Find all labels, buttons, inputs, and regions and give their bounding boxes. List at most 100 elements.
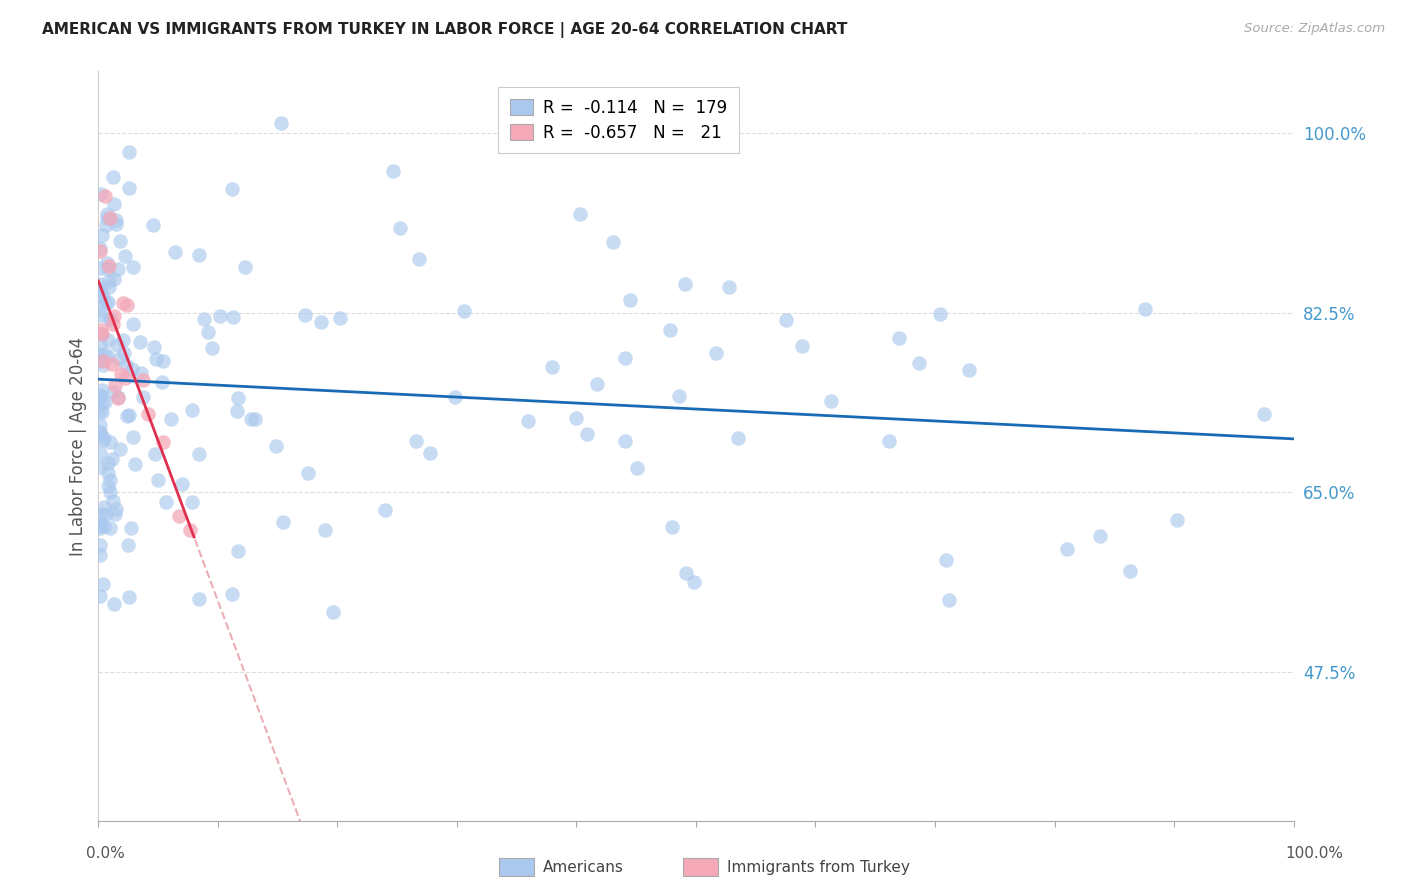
Point — [517, 414, 540, 428]
Point — [775, 313, 797, 327]
Point — [97, 479, 120, 493]
Point — [89, 302, 111, 317]
Point — [90, 187, 112, 202]
Point — [96, 211, 118, 226]
Point — [103, 494, 125, 508]
Legend: R =  -0.114   N =  179, R =  -0.657   N =   21: R = -0.114 N = 179, R = -0.657 N = 21 — [498, 87, 738, 153]
Point — [294, 308, 316, 322]
Point — [118, 180, 141, 194]
Point — [103, 197, 125, 211]
Point — [124, 457, 146, 471]
Point — [98, 435, 121, 450]
Point — [89, 425, 111, 439]
Point — [100, 312, 122, 326]
Point — [146, 473, 169, 487]
Point — [114, 248, 136, 262]
Point — [329, 311, 352, 326]
Point — [585, 376, 607, 391]
Point — [142, 340, 165, 354]
Point — [97, 466, 120, 480]
Point — [91, 227, 114, 242]
Point — [613, 351, 636, 365]
Point — [221, 310, 243, 324]
Point — [221, 182, 243, 196]
Point — [89, 425, 111, 440]
Point — [264, 439, 287, 453]
Point — [91, 577, 114, 591]
Point — [167, 508, 190, 523]
Point — [907, 356, 929, 370]
Point — [89, 518, 111, 533]
Point — [103, 598, 125, 612]
Point — [405, 434, 427, 449]
Point — [152, 434, 174, 449]
Point — [96, 207, 118, 221]
Text: AMERICAN VS IMMIGRANTS FROM TURKEY IN LABOR FORCE | AGE 20-64 CORRELATION CHART: AMERICAN VS IMMIGRANTS FROM TURKEY IN LA… — [42, 22, 848, 38]
Point — [132, 373, 155, 387]
Point — [89, 241, 111, 255]
Point — [568, 206, 591, 220]
Point — [201, 341, 224, 355]
Point — [93, 347, 115, 361]
Point — [111, 295, 134, 310]
Point — [145, 352, 167, 367]
Point — [101, 318, 124, 332]
Point — [94, 507, 117, 521]
Point — [97, 295, 120, 310]
Point — [94, 219, 117, 233]
Point — [96, 256, 118, 270]
Point — [1088, 529, 1111, 543]
Point — [887, 331, 910, 345]
Point — [117, 409, 139, 423]
Point — [89, 516, 111, 530]
Point — [91, 405, 114, 419]
Point — [104, 218, 127, 232]
Point — [93, 500, 115, 514]
Point — [877, 434, 900, 449]
Point — [225, 404, 247, 418]
Point — [132, 390, 155, 404]
Point — [1133, 302, 1156, 317]
Point — [226, 392, 249, 406]
Point — [112, 333, 135, 347]
Point — [122, 317, 145, 331]
Point — [91, 507, 114, 521]
Point — [271, 515, 294, 529]
Point — [89, 446, 111, 460]
Text: 0.0%: 0.0% — [86, 846, 125, 861]
Point — [675, 566, 697, 581]
Point — [935, 552, 957, 566]
Point — [97, 262, 120, 277]
Point — [381, 164, 404, 178]
Point — [98, 485, 121, 500]
Text: 100.0%: 100.0% — [1285, 846, 1344, 861]
Point — [91, 433, 114, 447]
Point — [108, 442, 131, 456]
Point — [90, 282, 112, 296]
Point — [89, 548, 111, 562]
Point — [453, 303, 475, 318]
Point — [98, 274, 121, 288]
Point — [619, 293, 641, 307]
Point — [188, 248, 211, 262]
Text: Americans: Americans — [543, 860, 624, 874]
Point — [89, 337, 111, 351]
Point — [90, 327, 112, 342]
Point — [374, 502, 396, 516]
Point — [90, 261, 112, 276]
Point — [91, 358, 114, 372]
Point — [105, 338, 128, 352]
Point — [122, 429, 145, 443]
Point — [104, 213, 127, 227]
Point — [389, 221, 412, 235]
Point — [408, 252, 430, 266]
Point — [626, 461, 648, 475]
Point — [90, 323, 112, 337]
Point — [100, 474, 122, 488]
Point — [103, 309, 125, 323]
Point — [540, 360, 562, 375]
Point — [180, 403, 202, 417]
Point — [1056, 542, 1078, 557]
Point — [128, 334, 150, 349]
Point — [419, 445, 441, 459]
